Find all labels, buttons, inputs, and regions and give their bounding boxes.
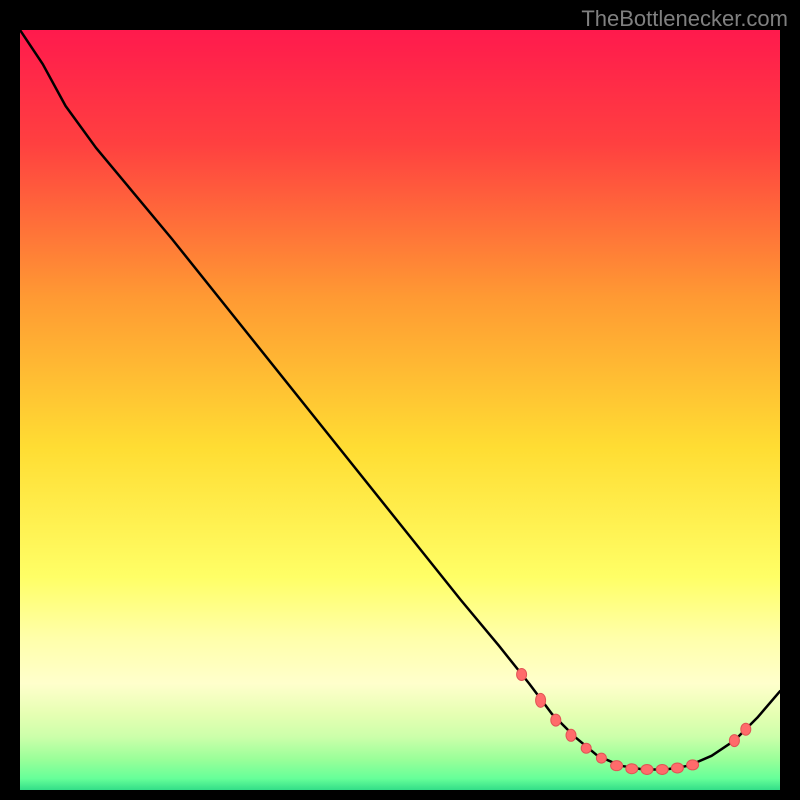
watermark-text: TheBottlenecker.com	[581, 6, 788, 32]
data-marker	[551, 714, 561, 726]
data-marker	[626, 764, 638, 774]
data-marker	[741, 723, 751, 735]
data-marker	[641, 764, 653, 774]
chart-svg	[20, 30, 780, 790]
data-marker	[581, 743, 591, 753]
gradient-background	[20, 30, 780, 790]
chart-plot-area	[20, 30, 780, 790]
data-marker	[596, 753, 606, 763]
data-marker	[517, 668, 527, 680]
data-marker	[536, 693, 546, 707]
data-marker	[656, 764, 668, 774]
data-marker	[729, 735, 739, 747]
data-marker	[611, 761, 623, 771]
data-marker	[671, 763, 683, 773]
data-marker	[566, 729, 576, 741]
data-marker	[687, 760, 699, 770]
